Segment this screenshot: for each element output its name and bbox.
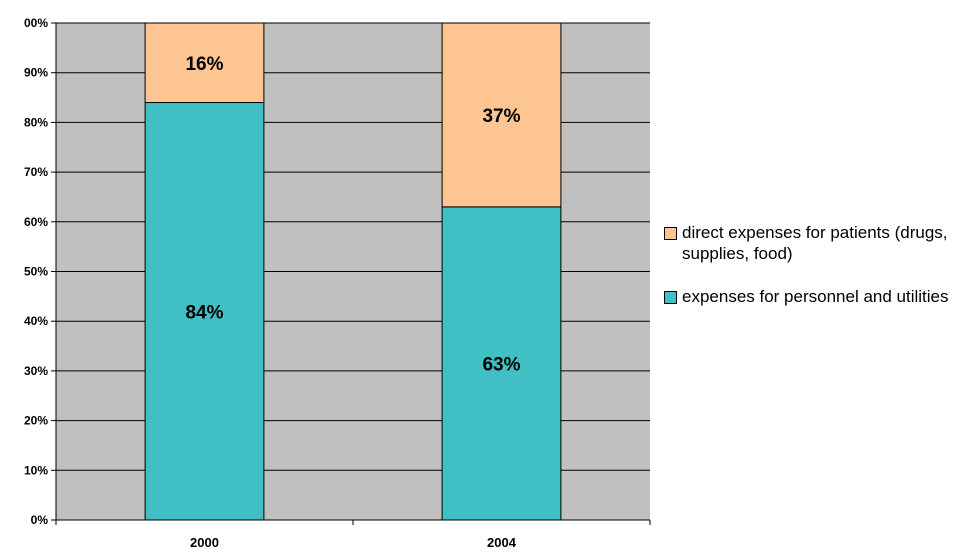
data-label: 84% — [185, 302, 223, 323]
labels: 0% 10% 20% 30% 40% 50% 60% 70% 80% 90% 00% 84% 16% 20… — [24, 16, 521, 550]
y-tick-label: 70% — [24, 165, 48, 179]
bar-segment-2004-series-1 — [441, 22, 562, 208]
bar-segment-2004-series-0 — [441, 206, 562, 521]
legend-label: direct expenses for patients (drugs, sup… — [682, 223, 948, 263]
y-tick-label: 0% — [31, 513, 49, 527]
legend-swatch — [664, 227, 677, 240]
y-tick-label: 30% — [24, 364, 48, 378]
data-label: 16% — [185, 54, 223, 75]
bars — [144, 22, 562, 521]
data-label: 37% — [482, 106, 520, 127]
legend: direct expenses for patients (drugs, sup… — [664, 222, 956, 329]
x-category-label: 2000 — [190, 535, 219, 550]
axes — [51, 22, 651, 525]
x-category-label: 2004 — [487, 535, 517, 550]
y-tick-label: 20% — [24, 414, 48, 428]
y-tick-label: 00% — [24, 16, 48, 30]
y-tick-label: 10% — [24, 463, 48, 477]
bar-segment-2000-series-1 — [144, 22, 265, 104]
y-tick-label: 80% — [24, 115, 48, 129]
y-tick-label: 60% — [24, 215, 48, 229]
data-label: 63% — [482, 354, 520, 375]
y-tick-label: 50% — [24, 265, 48, 279]
legend-swatch — [664, 291, 677, 304]
bar-segment-2000-series-0 — [144, 102, 265, 521]
legend-label: expenses for personnel and utilities — [682, 287, 949, 306]
y-tick-label: 90% — [24, 66, 48, 80]
y-tick-label: 40% — [24, 314, 48, 328]
legend-item: expenses for personnel and utilities — [664, 286, 956, 307]
legend-item: direct expenses for patients (drugs, sup… — [664, 222, 956, 264]
